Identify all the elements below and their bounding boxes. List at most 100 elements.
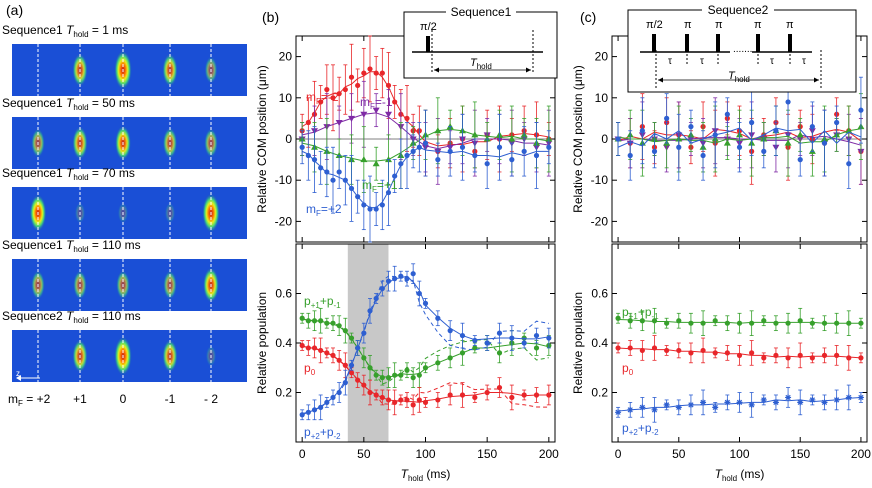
series-label-sub: F bbox=[370, 102, 375, 111]
data-point bbox=[773, 320, 779, 326]
population-label: p+1+p-1 bbox=[622, 305, 659, 321]
mf-m: m bbox=[8, 392, 18, 406]
data-point bbox=[509, 335, 515, 341]
data-point bbox=[484, 389, 490, 396]
data-point bbox=[651, 406, 658, 413]
series-label-sub: F bbox=[316, 209, 321, 218]
row-label: Sequence1 Thold = 70 ms bbox=[2, 166, 135, 182]
tau-2: τ bbox=[700, 56, 704, 67]
row-sequence: Sequence1 bbox=[2, 23, 66, 37]
data-point bbox=[796, 131, 804, 138]
data-point bbox=[712, 318, 718, 324]
y-tick-label: 0.6 bbox=[275, 287, 292, 301]
data-point bbox=[651, 318, 658, 324]
series-label-sub: F bbox=[372, 185, 377, 194]
data-point bbox=[736, 144, 743, 150]
mf-value: = +2 bbox=[23, 392, 51, 406]
data-point bbox=[318, 404, 324, 410]
data-point bbox=[533, 332, 540, 339]
data-point bbox=[772, 399, 779, 406]
data-point bbox=[305, 152, 311, 159]
data-point bbox=[404, 152, 410, 159]
data-point bbox=[385, 397, 392, 403]
data-point bbox=[361, 355, 367, 361]
sequence-dots: ....... bbox=[733, 44, 752, 55]
data-point bbox=[434, 127, 442, 134]
pulse-pi-4 bbox=[788, 34, 792, 52]
mf-axis-label: mF = +2 bbox=[8, 392, 51, 408]
y-tick-label: -10 bbox=[591, 173, 609, 187]
pop-p: p bbox=[622, 361, 629, 375]
data-point bbox=[615, 315, 621, 321]
y-tick-label: 0.4 bbox=[591, 336, 608, 350]
tau-1: τ bbox=[668, 56, 672, 67]
data-point bbox=[348, 115, 355, 122]
data-point bbox=[355, 82, 361, 89]
plot-frame bbox=[295, 243, 556, 443]
data-point bbox=[336, 389, 342, 396]
data-point bbox=[484, 340, 490, 346]
data-point bbox=[335, 151, 343, 158]
data-point bbox=[355, 377, 361, 383]
data-point bbox=[404, 115, 410, 121]
data-point bbox=[392, 99, 398, 105]
x-tick-label: 150 bbox=[790, 447, 810, 461]
pop-p2: +p bbox=[320, 294, 334, 308]
mf-tick-label: 0 bbox=[120, 392, 127, 406]
pop-p2: +p bbox=[320, 425, 334, 439]
data-point bbox=[342, 380, 348, 386]
data-point bbox=[422, 140, 429, 146]
data-point bbox=[385, 111, 392, 118]
data-point bbox=[379, 394, 385, 401]
data-point bbox=[664, 320, 670, 326]
series-label-tail: =-1 bbox=[375, 95, 393, 109]
data-point bbox=[392, 276, 398, 282]
data-point bbox=[373, 392, 379, 398]
series-label-m: m bbox=[306, 90, 316, 104]
pop-p: p bbox=[622, 305, 629, 319]
data-point bbox=[416, 290, 422, 297]
data-point bbox=[797, 318, 803, 324]
svg-text:Thold: Thold bbox=[728, 70, 750, 84]
pi-label-3: π bbox=[754, 19, 762, 31]
data-point bbox=[336, 169, 342, 175]
data-point bbox=[760, 396, 767, 403]
panel-a-label: (a) bbox=[6, 2, 23, 18]
data-point bbox=[324, 169, 330, 175]
data-point bbox=[700, 152, 706, 159]
data-point bbox=[361, 382, 367, 388]
data-point bbox=[447, 328, 453, 334]
data-point bbox=[330, 320, 336, 326]
row-label: Sequence2 Thold = 110 ms bbox=[2, 309, 141, 325]
data-point bbox=[373, 372, 379, 378]
data-point bbox=[508, 135, 516, 142]
data-point bbox=[348, 370, 355, 376]
pop-sub2: -2 bbox=[652, 428, 660, 437]
data-point bbox=[496, 350, 503, 356]
row-sequence: Sequence1 bbox=[2, 238, 66, 252]
tau-3: τ bbox=[770, 56, 774, 67]
data-point bbox=[410, 402, 416, 408]
y-tick-label: 0.2 bbox=[591, 386, 608, 400]
data-point bbox=[311, 407, 318, 413]
data-point bbox=[398, 397, 404, 403]
pop-p2: +p bbox=[638, 305, 652, 319]
data-point bbox=[311, 345, 318, 351]
data-point bbox=[336, 323, 342, 329]
data-point bbox=[627, 345, 633, 351]
data-point bbox=[335, 120, 343, 127]
data-point bbox=[797, 399, 804, 406]
data-point bbox=[651, 345, 658, 351]
row-sequence: Sequence1 bbox=[2, 96, 66, 110]
data-point bbox=[521, 148, 527, 154]
data-point bbox=[342, 362, 348, 368]
y-tick-label: 20 bbox=[595, 50, 609, 64]
data-point bbox=[435, 157, 441, 163]
data-point bbox=[546, 144, 552, 150]
data-point bbox=[361, 330, 367, 336]
row-value: = 70 ms bbox=[89, 166, 135, 180]
data-point bbox=[639, 347, 645, 354]
row-label: Sequence1 Thold = 110 ms bbox=[2, 238, 141, 254]
series-label-m: m bbox=[362, 178, 372, 192]
